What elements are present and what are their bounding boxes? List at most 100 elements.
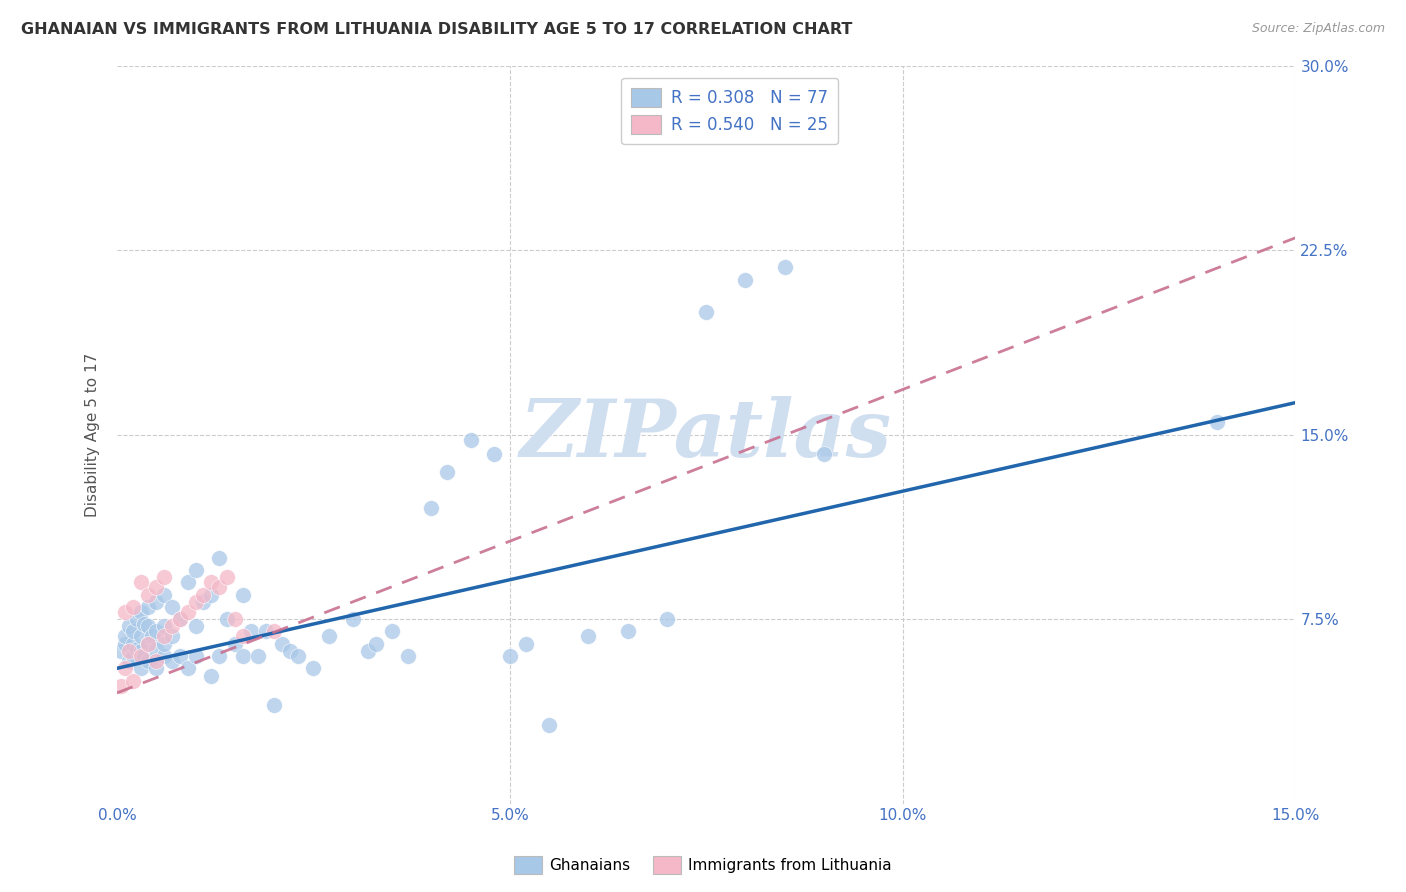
Ghanaians [110,644,132,658]
Ghanaians [538,718,561,732]
Ghanaians [129,661,152,675]
Ghanaians [215,612,238,626]
Ghanaians [616,624,638,639]
Immigrants from Lithuania [121,599,143,614]
Ghanaians [208,648,231,663]
Ghanaians [121,637,143,651]
Immigrants from Lithuania [114,605,136,619]
Immigrants from Lithuania [114,661,136,675]
Ghanaians [287,648,309,663]
Ghanaians [224,637,246,651]
Ghanaians [366,637,388,651]
Ghanaians [138,637,160,651]
Text: ZIPatlas: ZIPatlas [520,396,893,474]
Ghanaians [176,575,198,590]
Ghanaians [278,644,301,658]
Ghanaians [169,648,191,663]
Immigrants from Lithuania [160,619,183,633]
Ghanaians [232,648,254,663]
Ghanaians [153,637,176,651]
Ghanaians [576,629,599,643]
Ghanaians [184,563,207,577]
Immigrants from Lithuania [263,624,285,639]
Immigrants from Lithuania [129,648,152,663]
Immigrants from Lithuania [200,575,222,590]
Ghanaians [813,447,835,461]
Immigrants from Lithuania [215,570,238,584]
Immigrants from Lithuania [145,580,167,594]
Ghanaians [263,698,285,713]
Ghanaians [734,272,756,286]
Immigrants from Lithuania [138,587,160,601]
Ghanaians [499,648,522,663]
Ghanaians [247,648,270,663]
Ghanaians [396,648,419,663]
Ghanaians [208,550,231,565]
Ghanaians [145,641,167,656]
Immigrants from Lithuania [193,587,215,601]
Ghanaians [342,612,364,626]
Ghanaians [114,629,136,643]
Ghanaians [200,669,222,683]
Immigrants from Lithuania [110,679,132,693]
Ghanaians [141,629,163,643]
Ghanaians [254,624,277,639]
Ghanaians [169,612,191,626]
Immigrants from Lithuania [208,580,231,594]
Immigrants from Lithuania [224,612,246,626]
Ghanaians [655,612,678,626]
Ghanaians [114,637,136,651]
Ghanaians [318,629,340,643]
Ghanaians [138,599,160,614]
Ghanaians [153,648,176,663]
Ghanaians [134,617,156,632]
Ghanaians [145,624,167,639]
Ghanaians [138,619,160,633]
Ghanaians [232,587,254,601]
Immigrants from Lithuania [176,605,198,619]
Immigrants from Lithuania [169,612,191,626]
Ghanaians [515,637,537,651]
Ghanaians [200,587,222,601]
Ghanaians [381,624,404,639]
Ghanaians [138,654,160,668]
Ghanaians [129,605,152,619]
Ghanaians [302,661,325,675]
Y-axis label: Disability Age 5 to 17: Disability Age 5 to 17 [86,352,100,516]
Ghanaians [118,654,141,668]
Immigrants from Lithuania [145,654,167,668]
Ghanaians [436,465,458,479]
Ghanaians [271,637,294,651]
Immigrants from Lithuania [118,644,141,658]
Ghanaians [160,599,183,614]
Ghanaians [160,629,183,643]
Ghanaians [145,595,167,609]
Ghanaians [145,661,167,675]
Ghanaians [1205,415,1227,429]
Ghanaians [125,612,148,626]
Ghanaians [160,654,183,668]
Text: Source: ZipAtlas.com: Source: ZipAtlas.com [1251,22,1385,36]
Ghanaians [121,624,143,639]
Ghanaians [482,447,505,461]
Ghanaians [125,641,148,656]
Immigrants from Lithuania [153,629,176,643]
Immigrants from Lithuania [232,629,254,643]
Ghanaians [460,433,482,447]
Immigrants from Lithuania [184,595,207,609]
Ghanaians [176,661,198,675]
Immigrants from Lithuania [129,575,152,590]
Ghanaians [357,644,380,658]
Ghanaians [129,644,152,658]
Immigrants from Lithuania [121,673,143,688]
Ghanaians [134,648,156,663]
Immigrants from Lithuania [138,637,160,651]
Legend: Ghanaians, Immigrants from Lithuania: Ghanaians, Immigrants from Lithuania [508,850,898,880]
Text: GHANAIAN VS IMMIGRANTS FROM LITHUANIA DISABILITY AGE 5 TO 17 CORRELATION CHART: GHANAIAN VS IMMIGRANTS FROM LITHUANIA DI… [21,22,852,37]
Ghanaians [695,304,717,318]
Ghanaians [193,595,215,609]
Legend: R = 0.308   N = 77, R = 0.540   N = 25: R = 0.308 N = 77, R = 0.540 N = 25 [621,78,838,145]
Ghanaians [118,619,141,633]
Immigrants from Lithuania [153,570,176,584]
Ghanaians [420,501,443,516]
